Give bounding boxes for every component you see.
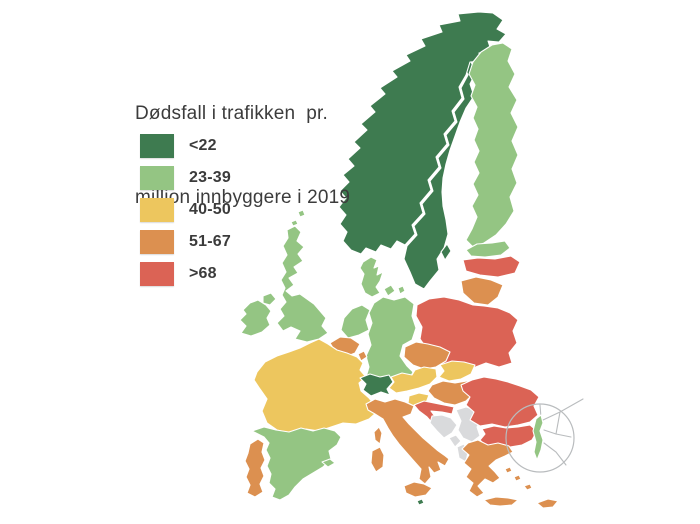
country-france <box>253 338 378 434</box>
country-luxembourg <box>357 350 368 362</box>
country-estonia <box>465 240 511 258</box>
country-sweden <box>403 59 477 290</box>
country-latvia <box>462 255 521 278</box>
country-denmark <box>359 256 384 298</box>
country-czechia <box>403 341 451 370</box>
legend: <22 23-39 40-50 51-67 >68 <box>140 134 231 294</box>
country-austria <box>388 366 438 394</box>
legend-label: 51-67 <box>189 233 231 250</box>
legend-swatch-23-39 <box>140 166 174 190</box>
country-united-kingdom <box>276 225 329 343</box>
chart-title: Dødsfall i trafikken pr. million innbygg… <box>135 44 350 268</box>
country-switzerland <box>359 373 394 397</box>
legend-item: 51-67 <box>140 230 231 254</box>
legend-item: <22 <box>140 134 231 158</box>
country-greece <box>504 466 513 474</box>
country-malta <box>416 498 425 506</box>
country-italy <box>403 481 433 498</box>
country-spain <box>251 426 342 501</box>
country-lithuania <box>460 276 504 306</box>
country-slovakia <box>438 360 476 382</box>
country-cyprus <box>536 498 559 509</box>
countries-layer <box>239 11 559 509</box>
country-greece <box>513 474 522 482</box>
country-denmark <box>397 285 406 295</box>
country-bosnia-herzegovina <box>429 414 458 439</box>
country-romania <box>460 376 540 428</box>
inset-country-layer <box>532 414 544 461</box>
country-sweden <box>440 243 452 261</box>
country-greece <box>483 496 519 507</box>
country-montenegro <box>448 434 462 448</box>
country-denmark <box>383 284 396 297</box>
legend-swatch-under-22 <box>140 134 174 158</box>
legend-swatch-over-68 <box>140 262 174 286</box>
country-italy <box>370 446 385 473</box>
chart-title-line2: million innbyggere i 2019 <box>135 187 351 208</box>
country-netherlands <box>340 304 371 339</box>
country-greece <box>523 483 533 491</box>
legend-label: >68 <box>189 265 217 282</box>
country-germany <box>365 296 417 385</box>
country-italy <box>365 398 450 485</box>
country-spain <box>321 458 336 468</box>
legend-label: 40-50 <box>189 201 231 218</box>
magnifier-circle <box>505 403 575 473</box>
legend-label: 23-39 <box>189 169 231 186</box>
country-inset-country <box>532 414 544 461</box>
chart-title-line1: Dødsfall i trafikken pr. <box>135 103 328 124</box>
legend-item: 23-39 <box>140 166 231 190</box>
magnifier-inset <box>505 398 584 473</box>
inset-borders <box>539 398 584 466</box>
legend-item: 40-50 <box>140 198 231 222</box>
country-portugal <box>244 438 266 498</box>
legend-label: <22 <box>189 137 217 154</box>
country-bulgaria <box>479 424 538 448</box>
legend-swatch-51-67 <box>140 230 174 254</box>
country-norway <box>338 11 507 255</box>
country-united-kingdom <box>290 219 299 227</box>
legend-item: >68 <box>140 262 231 286</box>
country-united-kingdom <box>262 292 277 306</box>
legend-swatch-40-50 <box>140 198 174 222</box>
country-united-kingdom <box>297 209 306 218</box>
country-finland <box>465 42 519 248</box>
country-ireland <box>239 299 272 337</box>
country-corsica <box>373 426 383 445</box>
